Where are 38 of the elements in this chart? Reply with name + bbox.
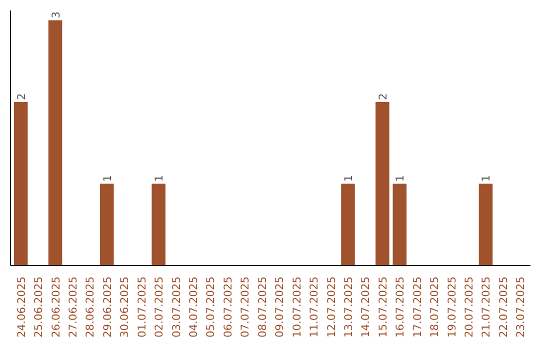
data-label: 3 <box>49 12 62 18</box>
x-tick-label: 21.07.2025 <box>480 276 493 338</box>
x-tick-label: 10.07.2025 <box>290 276 304 338</box>
x-tick-label: 17.07.2025 <box>410 276 424 338</box>
data-label: 2 <box>376 93 390 100</box>
x-tick-label: 15.07.2025 <box>376 276 390 338</box>
x-tick-label: 24.06.2025 <box>14 276 28 338</box>
data-label: 1 <box>342 174 355 182</box>
x-tick-label: 12.07.2025 <box>324 276 338 338</box>
x-tick-label: 05.07.2025 <box>204 276 218 338</box>
x-tick-label: 23.07.2025 <box>514 276 528 338</box>
x-tick-label: 11.07.2025 <box>308 276 321 338</box>
x-tick-label: 01.07.2025 <box>135 276 148 338</box>
x-tick-label: 07.07.2025 <box>238 276 252 338</box>
x-tick-label: 16.07.2025 <box>394 276 407 338</box>
x-tick-label: 29.06.2025 <box>100 276 114 338</box>
x-tick-label: 13.07.2025 <box>342 276 355 338</box>
x-tick-label: 22.07.2025 <box>496 276 510 338</box>
data-label: 2 <box>14 93 28 100</box>
x-tick-label: 26.06.2025 <box>49 276 62 338</box>
x-tick-label: 19.07.2025 <box>445 276 458 338</box>
x-tick-label: 20.07.2025 <box>462 276 476 338</box>
x-tick-label: 18.07.2025 <box>428 276 442 338</box>
x-tick-label: 25.06.2025 <box>32 276 46 338</box>
x-tick-label: 03.07.2025 <box>170 276 183 338</box>
x-tick-label: 06.07.2025 <box>221 276 234 338</box>
x-tick-label: 30.06.2025 <box>118 276 132 338</box>
data-label: 1 <box>100 174 114 182</box>
data-label: 1 <box>152 174 166 182</box>
x-tick-label: 08.07.2025 <box>256 276 269 338</box>
x-tick-label: 14.07.2025 <box>359 276 372 338</box>
data-label: 1 <box>394 174 407 182</box>
x-tick-label: 27.06.2025 <box>66 276 80 338</box>
x-tick-label: 04.07.2025 <box>187 276 200 338</box>
x-tick-label: 28.06.2025 <box>84 276 97 338</box>
x-tick-label: 02.07.2025 <box>152 276 166 338</box>
x-tick-label: 09.07.2025 <box>273 276 286 338</box>
data-label: 1 <box>480 174 493 182</box>
